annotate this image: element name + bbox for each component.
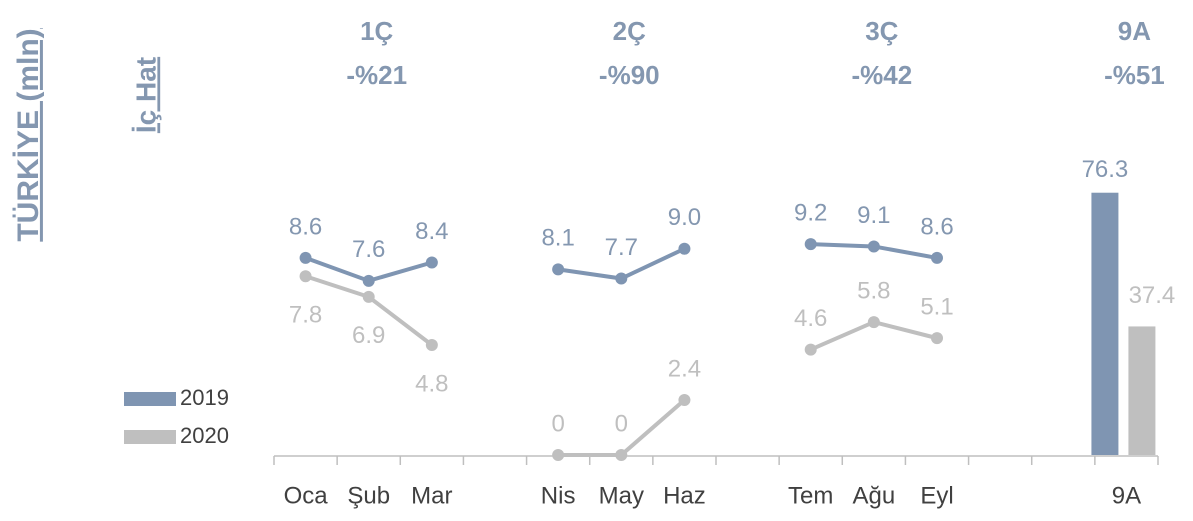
x-tick-label: Nis bbox=[541, 482, 576, 509]
x-tick-label: Eyl bbox=[920, 482, 953, 509]
data-label: 4.8 bbox=[415, 370, 448, 397]
quarter-name: 9A bbox=[1118, 16, 1151, 46]
data-label: 2.4 bbox=[668, 355, 701, 382]
quarter-change: -%90 bbox=[599, 60, 660, 90]
data-label: 7.7 bbox=[605, 234, 638, 261]
point bbox=[552, 449, 565, 461]
point bbox=[552, 263, 565, 276]
data-label: 8.4 bbox=[415, 218, 448, 245]
chart-subtitle: İç Hat bbox=[130, 57, 161, 133]
point bbox=[425, 256, 438, 269]
quarter-change: -%21 bbox=[346, 60, 407, 90]
legend-swatch bbox=[124, 392, 176, 406]
data-label: 9.2 bbox=[794, 200, 827, 227]
legend-label: 2020 bbox=[180, 423, 229, 448]
chart-title: TÜRKİYE (mln) bbox=[12, 28, 45, 241]
quarter-change: -%51 bbox=[1104, 60, 1165, 90]
point bbox=[362, 290, 375, 303]
bar bbox=[1128, 326, 1156, 455]
point bbox=[299, 251, 312, 264]
legend-swatch bbox=[124, 430, 176, 444]
quarter-name: 1Ç bbox=[360, 16, 393, 46]
point bbox=[678, 242, 691, 255]
point bbox=[867, 240, 880, 253]
data-label: 7.6 bbox=[352, 236, 385, 263]
x-tick-label: Oca bbox=[284, 482, 329, 509]
point bbox=[804, 238, 817, 251]
data-label: 8.1 bbox=[541, 225, 574, 252]
point bbox=[425, 339, 438, 351]
point bbox=[615, 272, 628, 285]
x-tick-label: Ağu bbox=[853, 482, 896, 509]
quarter-change: -%42 bbox=[852, 60, 913, 90]
point bbox=[931, 251, 943, 264]
point bbox=[299, 270, 312, 283]
data-label: 5.8 bbox=[857, 277, 890, 304]
point bbox=[615, 449, 628, 461]
x-tick-label: 9A bbox=[1112, 482, 1141, 509]
data-label: 8.6 bbox=[289, 213, 322, 240]
data-label: 9.1 bbox=[857, 202, 890, 229]
quarter-name: 3Ç bbox=[865, 16, 898, 46]
data-label: 7.8 bbox=[289, 302, 322, 329]
x-tick-label: Tem bbox=[788, 482, 833, 509]
point bbox=[804, 343, 817, 356]
legend-label: 2019 bbox=[180, 385, 229, 410]
data-label: 8.6 bbox=[920, 213, 953, 240]
bar bbox=[1091, 192, 1119, 455]
point bbox=[931, 332, 943, 345]
x-tick-label: Haz bbox=[663, 482, 706, 509]
point bbox=[867, 316, 880, 329]
point bbox=[362, 274, 375, 287]
data-label: 9.0 bbox=[668, 204, 701, 231]
x-tick-label: Şub bbox=[347, 482, 390, 509]
quarter-name: 2Ç bbox=[613, 16, 646, 46]
data-label: 6.9 bbox=[352, 322, 385, 349]
data-label: 37.4 bbox=[1129, 282, 1176, 309]
data-label: 0 bbox=[615, 410, 628, 437]
point bbox=[678, 394, 691, 406]
x-tick-label: May bbox=[599, 482, 644, 509]
data-label: 4.6 bbox=[794, 305, 827, 332]
data-label: 5.1 bbox=[920, 293, 953, 320]
x-tick-label: Mar bbox=[411, 482, 452, 509]
data-label: 76.3 bbox=[1082, 156, 1129, 183]
data-label: 0 bbox=[551, 410, 564, 437]
